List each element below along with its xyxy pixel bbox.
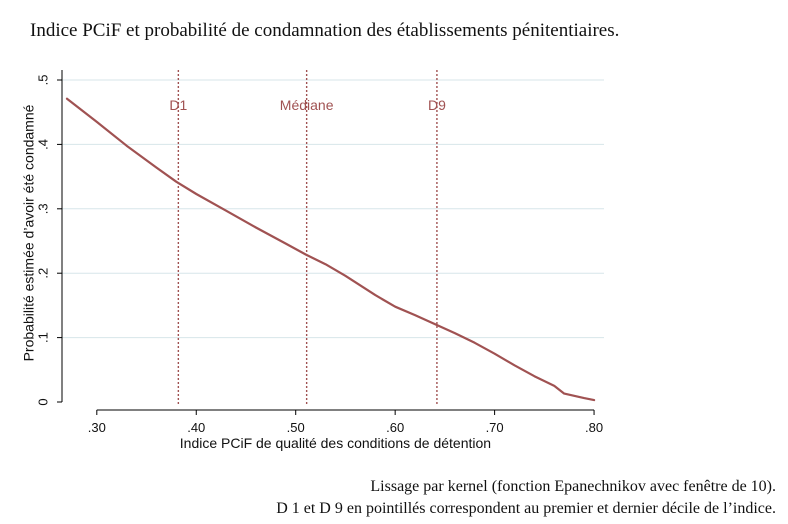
footnote-deciles: D 1 et D 9 en pointillés correspondent a…: [276, 500, 776, 517]
y-tick-label: .5: [35, 75, 50, 86]
y-tick-label: 0: [35, 398, 50, 405]
x-tick-label: .50: [287, 420, 305, 435]
chart-title: Indice PCiF et probabilité de condamnati…: [30, 20, 620, 41]
axes: 0 .1 .2 .3 .4 .5 .30 .40 .50 .60 .70 .80: [35, 70, 603, 435]
reference-label: D1: [169, 97, 187, 113]
series-line: [65, 97, 596, 402]
reference-label: Médiane: [280, 97, 334, 113]
line-chart: D1 Médiane D9 0 .1 .2 .3 .4 .5 .30 .40 .50 .60 .70 .8…: [21, 70, 604, 451]
x-tick-label: .30: [88, 420, 106, 435]
y-tick-label: .4: [35, 139, 50, 150]
x-tick-label: .70: [486, 420, 504, 435]
y-tick-label: .2: [35, 268, 50, 279]
footnote-kernel: Lissage par kernel (fonction Epanechniko…: [370, 478, 776, 495]
x-tick-label: .60: [386, 420, 404, 435]
series-layer: [65, 97, 596, 402]
axis-labels: Indice PCiF de qualité des conditions de…: [21, 104, 491, 451]
x-tick-label: .40: [187, 420, 205, 435]
y-axis-title: Probabilité estimée d’avoir été condamné: [21, 104, 37, 361]
y-tick-label: .3: [35, 203, 50, 214]
reference-lines: D1 Médiane D9: [169, 70, 446, 406]
reference-label: D9: [428, 97, 446, 113]
x-tick-label: .80: [585, 420, 603, 435]
y-tick-label: .1: [35, 332, 50, 343]
x-axis-title: Indice PCiF de qualité des conditions de…: [180, 435, 491, 451]
gridlines: [62, 79, 604, 339]
